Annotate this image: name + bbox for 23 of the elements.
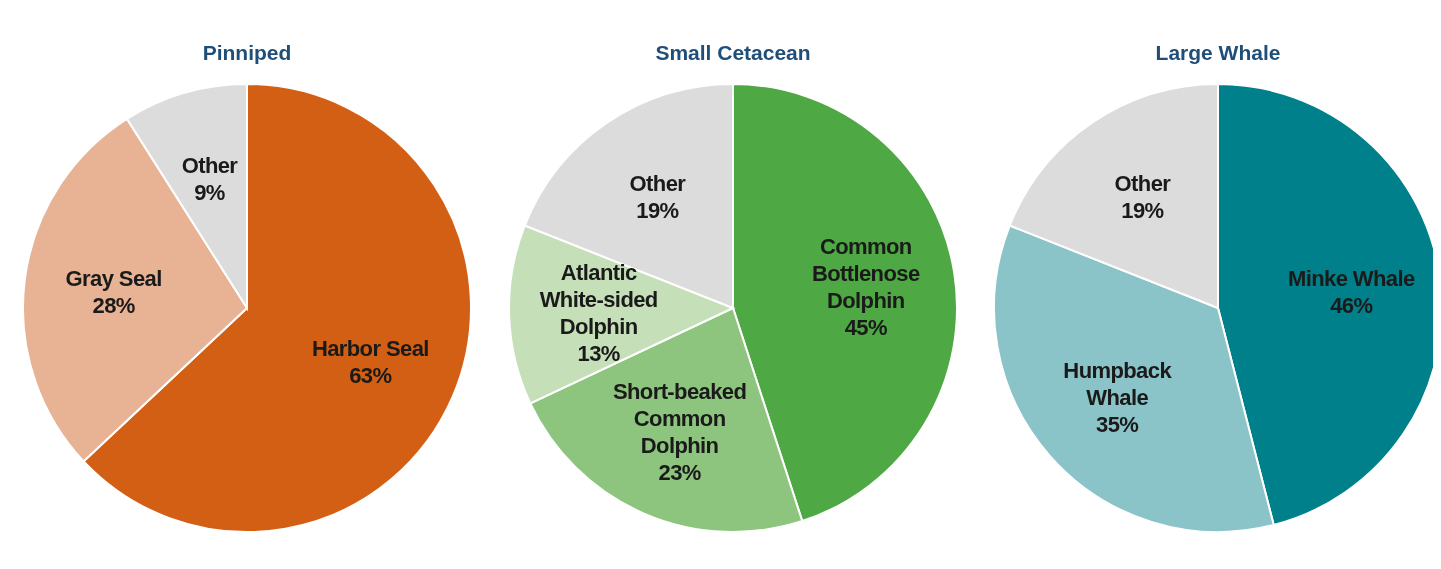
slice-label: Gray Seal	[65, 265, 162, 291]
slice-label: Atlantic White-sided Dolphin	[539, 259, 658, 339]
slice-label: Humpback Whale	[1063, 357, 1173, 410]
slice-label: Short-beaked Common Dolphin	[612, 378, 747, 458]
slice-label: Harbor Seal	[311, 335, 429, 361]
data-label: 19%	[1121, 198, 1164, 224]
data-label: 23%	[658, 459, 701, 485]
slice-label: Other	[181, 153, 239, 179]
chart-title: Large Whale	[1155, 41, 1281, 64]
data-label: 19%	[636, 198, 679, 224]
slice-label: Other	[1114, 171, 1172, 197]
slice-label: Minke Whale	[1288, 265, 1416, 291]
data-label: 28%	[92, 292, 135, 318]
slice-label: Other	[629, 171, 687, 197]
slice-label: Common Bottlenose Dolphin	[811, 234, 920, 314]
data-label: 9%	[194, 180, 225, 206]
data-label: 45%	[844, 315, 887, 341]
chart-title: Pinniped	[202, 41, 292, 64]
data-label: 13%	[577, 340, 620, 366]
data-label: 35%	[1096, 411, 1139, 437]
data-label: 63%	[349, 362, 392, 388]
chart-title: Small Cetacean	[655, 41, 811, 64]
data-label: 46%	[1330, 292, 1373, 318]
